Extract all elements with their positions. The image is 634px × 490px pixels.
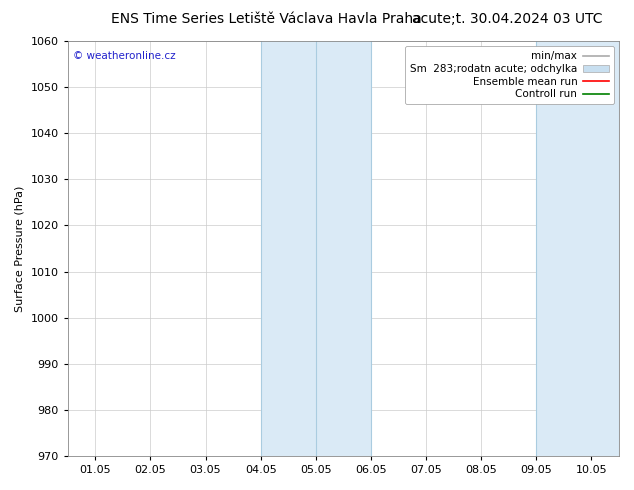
Bar (536, 41, 619, 456)
Text: © weatheronline.cz: © weatheronline.cz (73, 51, 176, 61)
Legend: min/max, Sm  283;rodatn acute; odchylka, Ensemble mean run, Controll run: min/max, Sm 283;rodatn acute; odchylka, … (405, 46, 614, 104)
Text: acute;t. 30.04.2024 03 UTC: acute;t. 30.04.2024 03 UTC (412, 12, 602, 26)
Y-axis label: Surface Pressure (hPa): Surface Pressure (hPa) (15, 185, 25, 312)
Text: ENS Time Series Letiště Václava Havla Praha: ENS Time Series Letiště Václava Havla Pr… (111, 12, 422, 26)
Bar (261, 41, 371, 456)
